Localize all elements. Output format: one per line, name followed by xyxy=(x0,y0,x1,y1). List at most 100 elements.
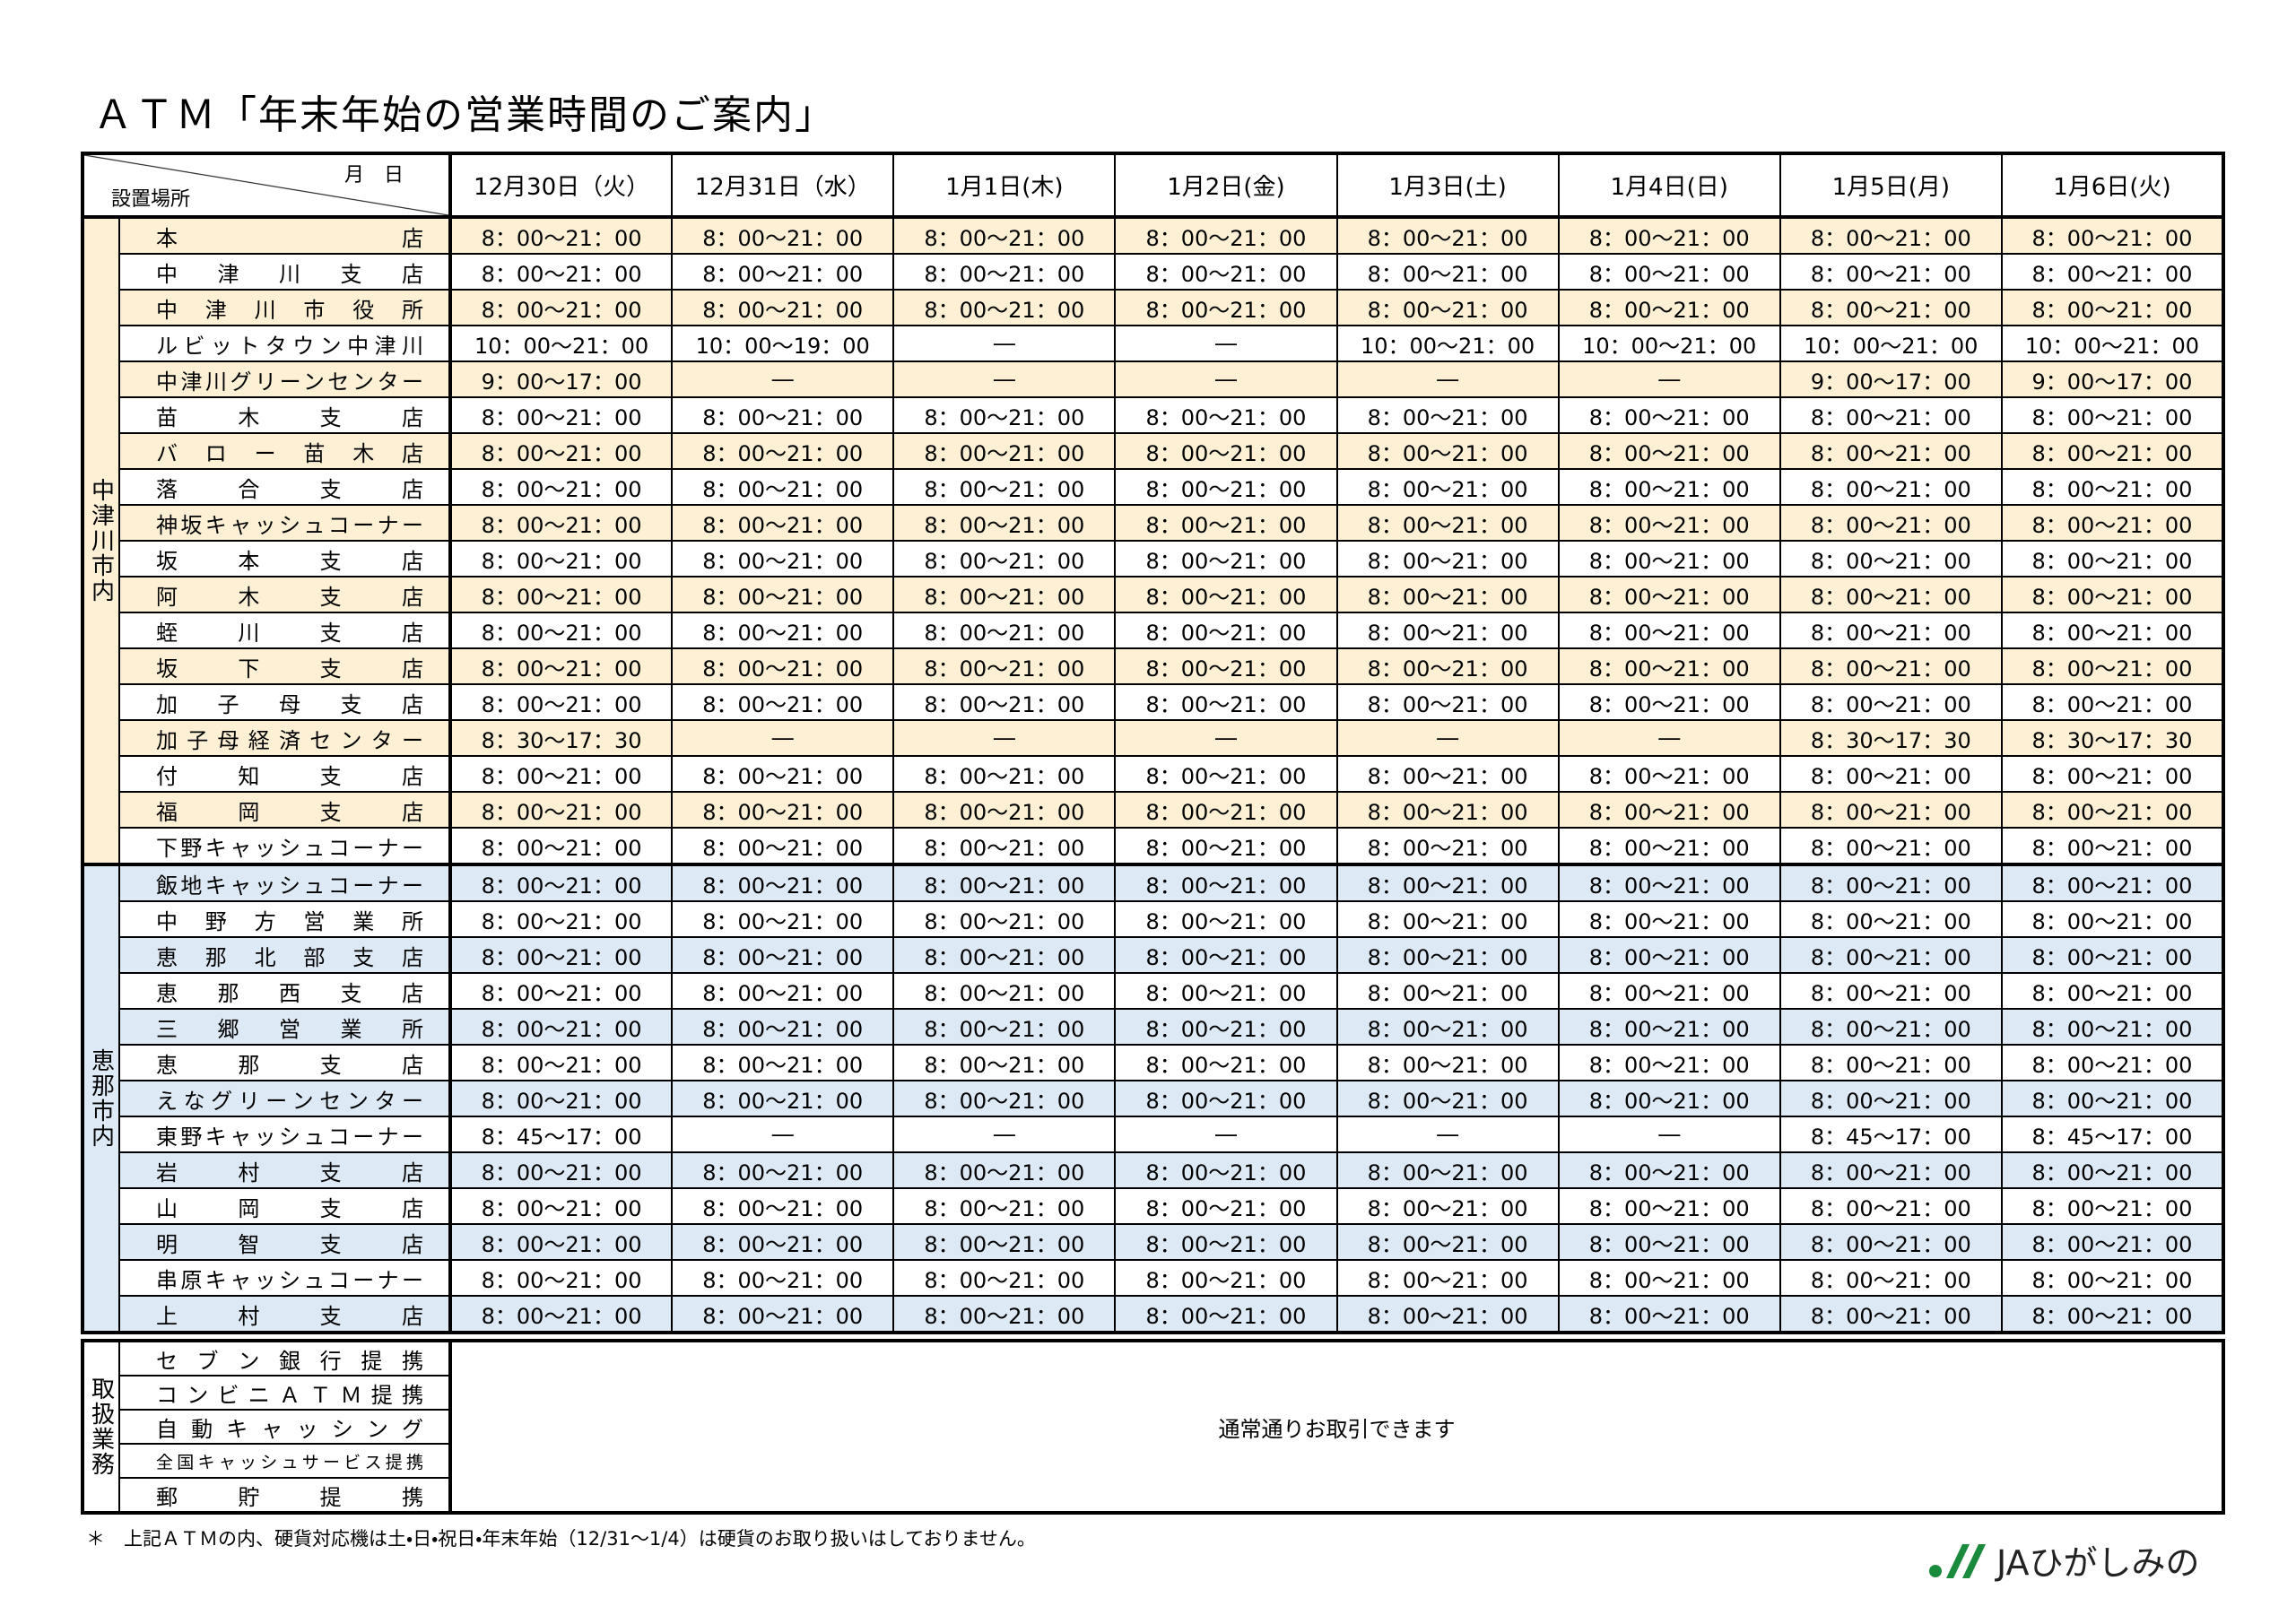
location-name: 本店 xyxy=(118,215,452,255)
hours-cell: 8：00～21：00 xyxy=(1114,576,1338,613)
hours-cell: 8：00～21：00 xyxy=(1779,1223,2003,1261)
hours-cell: 8：00～21：00 xyxy=(448,468,674,506)
hours-cell: 8：00～21：00 xyxy=(2000,1080,2225,1117)
hours-cell: 8：00～21：00 xyxy=(671,1259,895,1297)
hours-cell: 8：00～21：00 xyxy=(448,1008,674,1046)
location-name: 下野キャッシュコーナー xyxy=(118,827,452,865)
service-name: セブン銀行提携 xyxy=(118,1340,452,1376)
location-name: 中津川グリーンセンター xyxy=(118,360,452,398)
hours-cell: 8：00～21：00 xyxy=(1335,1008,1560,1046)
corner-cell: 月 日設置場所 xyxy=(82,152,452,218)
hours-cell: 8：00～21：00 xyxy=(2000,1259,2225,1297)
location-name: 飯地キャッシュコーナー xyxy=(118,863,452,902)
location-name: 恵那北部支店 xyxy=(118,936,452,974)
hours-cell: 8：00～21：00 xyxy=(2000,504,2225,542)
location-name: 神坂キャッシュコーナー xyxy=(118,504,452,542)
location-name: 上村支店 xyxy=(118,1295,452,1333)
hours-cell: 8：00～21：00 xyxy=(1335,612,1560,649)
hours-cell: 8：00～21：00 xyxy=(892,576,1117,613)
location-row: 中津川支店 8：00～21：00 8：00～21：00 8：00～21：00 8：00～… xyxy=(83,253,2225,291)
hours-cell: 8：00～21：00 xyxy=(892,396,1117,434)
hours-cell: 8：00～21：00 xyxy=(1335,1151,1560,1189)
hours-cell: 8：00～21：00 xyxy=(1335,289,1560,326)
location-row: 付知支店 8：00～21：00 8：00～21：00 8：00～21：00 8：00～2… xyxy=(83,755,2225,793)
location-name: 坂下支店 xyxy=(118,647,452,685)
hours-cell: 8：00～21：00 xyxy=(1557,972,1781,1010)
location-row: 三郷営業所 8：00～21：00 8：00～21：00 8：00～21：00 8：00～… xyxy=(83,1008,2225,1046)
hours-cell: 8：00～21：00 xyxy=(671,215,895,255)
hours-cell: 8：00～21：00 xyxy=(1557,468,1781,506)
hours-table: 月 日設置場所 12月30日（火） 12月31日（水） 1月1日(木) 1月2日(金)… xyxy=(81,152,2225,1334)
location-name: 中津川支店 xyxy=(118,253,452,291)
hours-cell: 8：00～21：00 xyxy=(448,647,674,685)
hours-cell: ― xyxy=(892,1116,1117,1153)
location-name: 付知支店 xyxy=(118,755,452,793)
hours-cell: 8：00～21：00 xyxy=(1779,1295,2003,1333)
hours-cell: ― xyxy=(1557,1116,1781,1153)
hours-cell: 8：00～21：00 xyxy=(1114,683,1338,721)
hours-cell: 8：00～21：00 xyxy=(1557,253,1781,291)
hours-cell: 8：00～21：00 xyxy=(448,683,674,721)
hours-cell: 8：00～21：00 xyxy=(1114,396,1338,434)
hours-cell: 8：00～21：00 xyxy=(671,647,895,685)
location-name: 明智支店 xyxy=(118,1223,452,1261)
hours-cell: 8：00～21：00 xyxy=(2000,540,2225,578)
hours-cell: 8：00～21：00 xyxy=(448,1223,674,1261)
location-name: 恵那西支店 xyxy=(118,972,452,1010)
hours-cell: 8：00～21：00 xyxy=(1779,1151,2003,1189)
hours-cell: 8：00～21：00 xyxy=(1779,432,2003,470)
region-cell: 取扱業務 xyxy=(82,1340,120,1514)
hours-cell: 8：00～21：00 xyxy=(892,1080,1117,1117)
hours-cell: ― xyxy=(1335,719,1560,757)
location-row: 中津川市内 本店 8：00～21：00 8：00～21：00 8：00～21：00 8：0… xyxy=(82,215,2225,865)
hours-cell: 8：00～21：00 xyxy=(892,863,1117,902)
hours-cell: 8：00～21：00 xyxy=(892,253,1117,291)
hours-cell: 8：00～21：00 xyxy=(1335,1187,1560,1225)
hours-cell: 8：00～21：00 xyxy=(1557,576,1781,613)
hours-cell: 8：00～21：00 xyxy=(1114,1187,1338,1225)
hours-cell: 8：00～21：00 xyxy=(1335,900,1560,938)
hours-cell: 8：00～21：00 xyxy=(892,791,1117,829)
hours-cell: 8：00～21：00 xyxy=(2000,791,2225,829)
hours-cell: 8：00～21：00 xyxy=(448,936,674,974)
hours-cell: 8：00～21：00 xyxy=(1335,540,1560,578)
title: ＡＴＭ「年末年始の営業時間のご案内」 xyxy=(93,92,836,138)
date-header: 1月2日(金) xyxy=(1114,152,1338,218)
hours-cell: 8：00～21：00 xyxy=(1114,1080,1338,1117)
hours-cell: 8：00～21：00 xyxy=(1779,396,2003,434)
hours-cell: 8：00～21：00 xyxy=(2000,755,2225,793)
location-row: 恵那北部支店 8：00～21：00 8：00～21：00 8：00～21：00 8：00… xyxy=(83,936,2225,974)
hours-cell: 8：00～21：00 xyxy=(448,396,674,434)
hours-cell: 8：00～21：00 xyxy=(1779,791,2003,829)
hours-cell: 8：00～21：00 xyxy=(671,612,895,649)
location-row: 恵那西支店 8：00～21：00 8：00～21：00 8：00～21：00 8：00～… xyxy=(83,972,2225,1010)
hours-cell: 8：00～21：00 xyxy=(1557,1295,1781,1333)
hours-cell: 8：00～21：00 xyxy=(671,863,895,902)
hours-cell: 8：00～21：00 xyxy=(1779,972,2003,1010)
hours-cell: 8：00～21：00 xyxy=(1779,289,2003,326)
hours-cell: 10：00～21：00 xyxy=(1779,325,2003,362)
hours-cell: 8：00～21：00 xyxy=(1779,468,2003,506)
service-name: コンビニＡＴＭ提携 xyxy=(118,1375,452,1411)
hours-cell: ― xyxy=(1335,360,1560,398)
hours-cell: ― xyxy=(892,719,1117,757)
hours-cell: 8：45～17：00 xyxy=(2000,1116,2225,1153)
location-name: ルビットタウン中津川 xyxy=(118,325,452,362)
hours-cell: 8：00～21：00 xyxy=(448,1187,674,1225)
hours-cell: 8：00～21：00 xyxy=(1335,1044,1560,1081)
date-header: 1月1日(木) xyxy=(892,152,1117,218)
hours-cell: 8：00～21：00 xyxy=(2000,863,2225,902)
footnote: ＊ 上記ＡＴＭの内、硬貨対応機は土・日・祝日・年末年始（12/31～1/4）は硬… xyxy=(86,1528,1036,1550)
location-name: 坂本支店 xyxy=(118,540,452,578)
hours-cell: 8：00～21：00 xyxy=(1335,432,1560,470)
hours-cell: 8：00～21：00 xyxy=(1779,253,2003,291)
date-header: 1月6日(火) xyxy=(2000,152,2225,218)
service-name: 自動キャッシング xyxy=(118,1409,452,1445)
hours-cell: 8：30～17：30 xyxy=(448,719,674,757)
hours-cell: 8：00～21：00 xyxy=(2000,1223,2225,1261)
location-row: 落合支店 8：00～21：00 8：00～21：00 8：00～21：00 8：00～2… xyxy=(83,468,2225,506)
hours-cell: 8：00～21：00 xyxy=(671,253,895,291)
location-row: ルビットタウン中津川 10：00～21：00 10：00～19：00 ― ― 10：00～… xyxy=(83,325,2225,362)
hours-cell: ― xyxy=(892,325,1117,362)
location-row: 加子母経済センター 8：30～17：30 ― ― ― ― ― 8：30～17：30 8：30～1… xyxy=(83,719,2225,757)
